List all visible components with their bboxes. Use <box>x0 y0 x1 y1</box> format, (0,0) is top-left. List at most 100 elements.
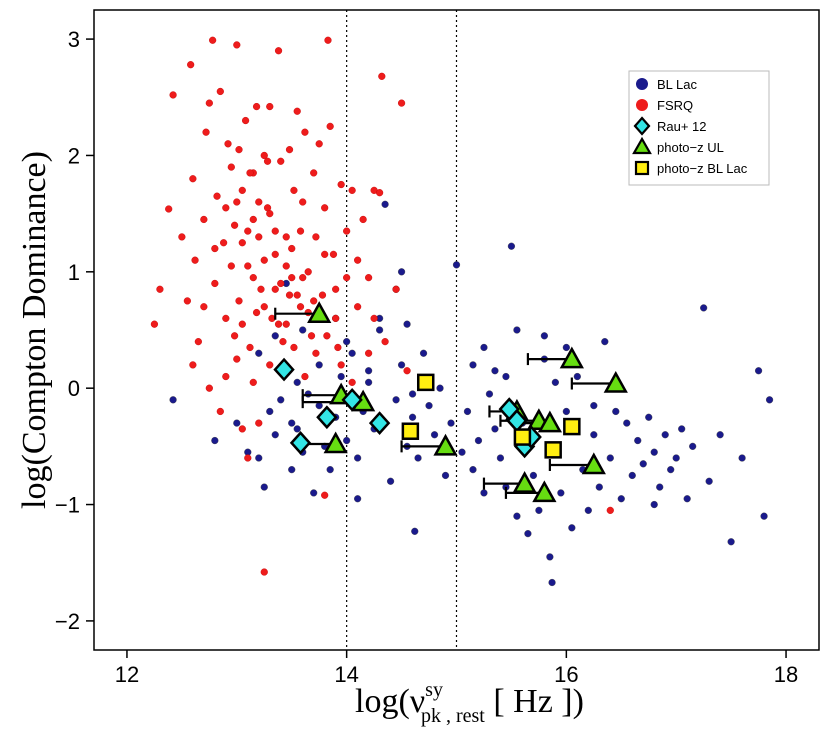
bl-lac-point <box>315 402 323 410</box>
bl-lac-point <box>469 466 477 474</box>
bl-lac-point <box>672 454 680 462</box>
fsrq-point <box>222 204 230 212</box>
bl-lac-point <box>650 448 658 456</box>
fsrq-point <box>241 116 250 125</box>
bl-lac-point <box>469 361 477 369</box>
fsrq-point <box>277 279 285 288</box>
x-tick-label: 14 <box>334 662 358 687</box>
fsrq-point <box>277 157 285 165</box>
bl-lac-point <box>491 425 499 433</box>
fsrq-point <box>260 303 268 311</box>
photoz-ul-point <box>307 301 332 323</box>
bl-lac-point <box>628 471 636 480</box>
x-tick-label: 18 <box>774 662 798 687</box>
fsrq-point <box>260 256 268 264</box>
bl-lac-point <box>683 495 691 503</box>
bl-lac-point <box>397 361 406 369</box>
fsrq-point <box>279 338 287 346</box>
bl-lac-point <box>299 326 307 334</box>
fsrq-point <box>324 36 332 44</box>
bl-lac-point <box>441 471 450 480</box>
fsrq-point <box>246 343 254 352</box>
bl-lac-point <box>590 402 598 410</box>
bl-lac-point <box>496 454 505 462</box>
legend-marker-fsrq <box>636 99 648 111</box>
bl-lac-point <box>381 200 389 208</box>
bl-lac-point <box>738 454 746 462</box>
bl-lac-point <box>419 349 428 357</box>
y-tick-label: 2 <box>68 143 80 168</box>
bl-lac-point <box>425 402 433 410</box>
fsrq-point <box>235 146 243 154</box>
fsrq-point <box>288 244 296 253</box>
bl-lac-point <box>480 489 488 497</box>
bl-lac-point <box>562 343 570 352</box>
bl-lac-point <box>524 530 532 538</box>
bl-lac-point <box>557 489 565 497</box>
bl-lac-point <box>546 553 554 561</box>
fsrq-point <box>246 169 254 177</box>
legend-marker-rau12 <box>633 116 651 136</box>
photoz-ul-point <box>603 370 628 393</box>
fsrq-point <box>233 41 241 49</box>
fsrq-point <box>381 338 389 346</box>
fsrq-point <box>337 180 345 189</box>
fsrq-point <box>315 140 323 148</box>
fsrq-point <box>365 274 373 282</box>
fsrq-point <box>397 99 406 107</box>
fsrq-point <box>282 320 290 328</box>
fsrq-point <box>403 367 411 375</box>
photoz-bllac-point <box>544 441 562 459</box>
fsrq-series <box>150 36 614 576</box>
bl-lac-point <box>612 407 620 416</box>
x-axis-title-prefix: log( <box>355 683 410 720</box>
fsrq-point <box>252 102 261 111</box>
fsrq-point <box>343 274 351 282</box>
photoz-bllac-point <box>416 373 435 392</box>
bl-lac-point <box>392 396 400 404</box>
fsrq-point <box>202 128 210 136</box>
bl-lac-point <box>639 460 647 468</box>
fsrq-point <box>244 454 252 462</box>
bl-lac-point <box>645 413 653 421</box>
fsrq-point <box>307 332 316 340</box>
bl-lac-point <box>705 477 713 485</box>
fsrq-point <box>249 215 257 224</box>
bl-lac-point <box>293 378 301 386</box>
x-tick-label: 12 <box>115 662 139 687</box>
fsrq-point <box>296 227 305 235</box>
fsrq-point <box>365 349 373 357</box>
reference-lines <box>346 10 458 650</box>
fsrq-point <box>227 163 235 171</box>
photoz-ul-point <box>323 431 348 454</box>
fsrq-point <box>244 227 252 235</box>
y-tick-label: −1 <box>55 493 80 518</box>
fsrq-point <box>301 372 309 381</box>
fsrq-point <box>329 250 338 258</box>
bl-lac-point <box>754 367 763 375</box>
photoz-ul-point <box>433 433 458 456</box>
fsrq-point <box>260 568 268 576</box>
fsrq-point <box>321 204 329 212</box>
bl-lac-point <box>414 454 422 462</box>
fsrq-point <box>216 407 224 416</box>
fsrq-point <box>348 186 356 194</box>
bl-lac-point <box>310 489 318 497</box>
fsrq-point <box>304 308 312 317</box>
fsrq-point <box>150 320 159 328</box>
fsrq-point <box>220 239 228 247</box>
bl-lac-point <box>376 326 384 334</box>
fsrq-point <box>189 361 197 369</box>
fsrq-point <box>293 107 301 115</box>
y-tick-label: −2 <box>55 609 80 634</box>
fsrq-point <box>354 303 362 311</box>
bl-lac-point <box>760 512 768 520</box>
bl-lac-point <box>689 442 697 450</box>
legend-label: FSRQ <box>657 98 693 113</box>
fsrq-point <box>290 186 298 194</box>
bl-lac-point <box>485 390 494 398</box>
y-tick-label: 1 <box>68 260 80 285</box>
bl-lac-point <box>535 506 543 514</box>
